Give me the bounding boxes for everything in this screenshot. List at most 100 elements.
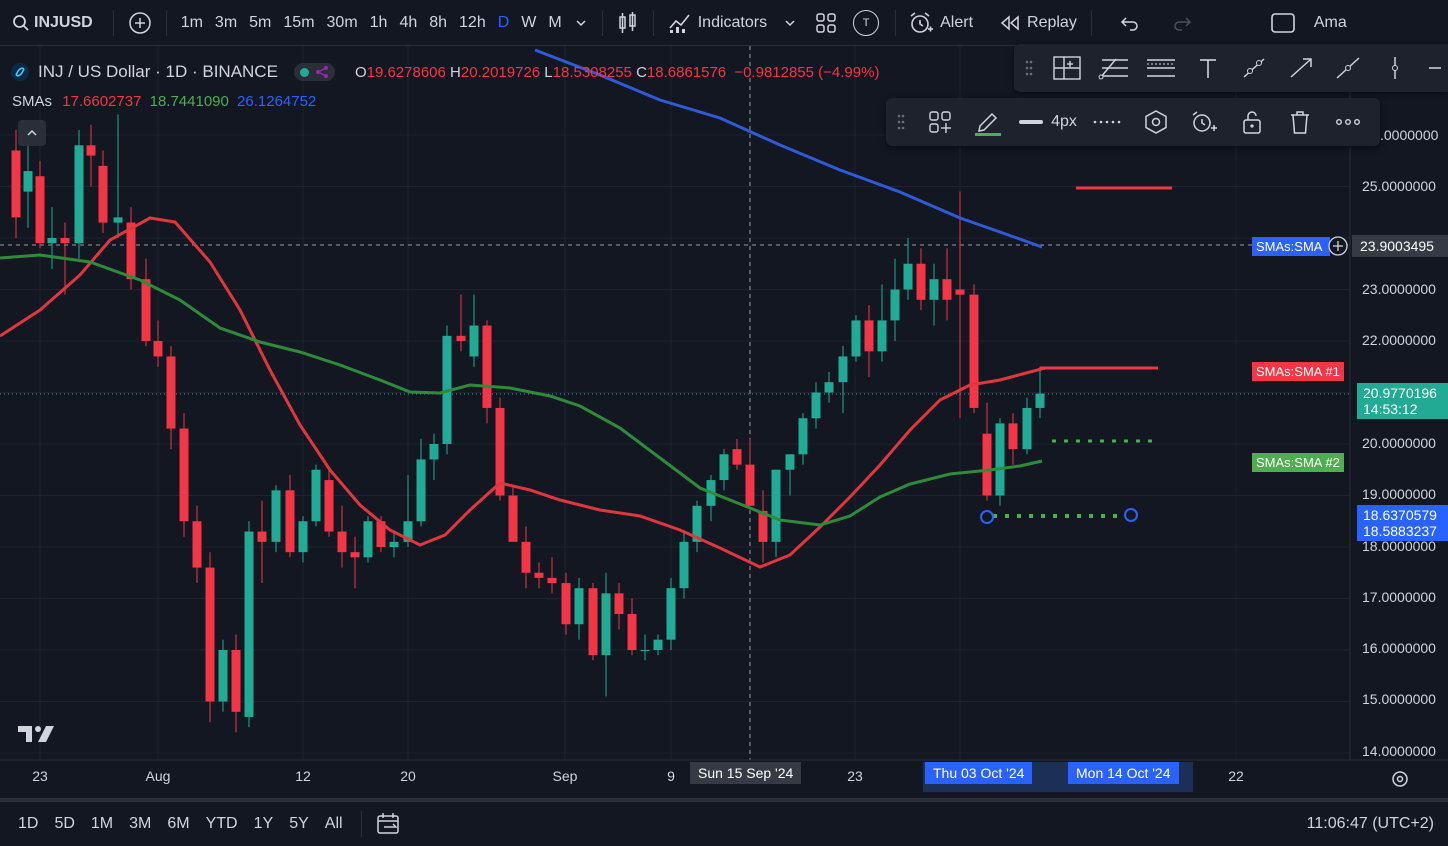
range-All[interactable]: All (324, 815, 343, 832)
lock-icon[interactable] (1228, 100, 1276, 144)
line-width-button[interactable]: 4px (1012, 100, 1084, 144)
horizontal-line-icon[interactable] (1419, 46, 1448, 90)
price-axis-label: 22.0000000 (1362, 332, 1436, 348)
candle-body (824, 382, 834, 393)
clock-timezone[interactable]: 11:06:47 (UTC+2) (1306, 815, 1434, 832)
price-chart[interactable] (0, 46, 1448, 798)
layouts-grid-icon[interactable] (815, 12, 837, 34)
undo-icon[interactable] (1120, 14, 1140, 32)
timeframe-D[interactable]: D (497, 13, 510, 31)
redo-icon[interactable] (1172, 14, 1192, 32)
price-axis-label: 18.0000000 (1362, 538, 1436, 554)
time-axis-label: 9 (667, 768, 675, 784)
drawing-start-date: Thu 03 Oct '24 (925, 762, 1033, 784)
candle-body (640, 650, 650, 651)
candle-body (35, 176, 45, 244)
time-axis-label: 20 (400, 768, 416, 784)
fib-retracement-icon[interactable] (1090, 46, 1137, 90)
arrow-tool-icon[interactable] (1278, 46, 1325, 90)
candle-body (1008, 423, 1018, 450)
replay-button[interactable]: Replay (999, 0, 1077, 46)
timeframe-4h[interactable]: 4h (399, 13, 418, 31)
range-YTD[interactable]: YTD (205, 815, 238, 832)
trend-line-icon[interactable] (1231, 46, 1278, 90)
template-badge[interactable]: T (853, 9, 880, 36)
drawing-end-date: Mon 14 Oct '24 (1068, 762, 1179, 784)
candle-body (601, 593, 611, 656)
indicators-button[interactable]: Indicators (668, 0, 767, 46)
fullscreen-square-icon[interactable] (1270, 12, 1296, 34)
more-options-icon[interactable] (1324, 100, 1372, 144)
templates-grid-icon[interactable] (916, 100, 964, 144)
range-1Y[interactable]: 1Y (253, 815, 274, 832)
timeframe-1h[interactable]: 1h (369, 13, 388, 31)
range-5D[interactable]: 5D (54, 815, 75, 832)
price-axis-label: 19.0000000 (1362, 486, 1436, 502)
candle-body (561, 583, 571, 625)
sma-green-tag: SMAs:SMA #2 (1252, 453, 1344, 472)
candle-body (113, 217, 123, 223)
candle-type-icon[interactable] (617, 11, 639, 35)
text-tool-icon[interactable] (1184, 46, 1231, 90)
vertical-line-icon[interactable] (1372, 46, 1419, 90)
timeframe-30m[interactable]: 30m (326, 13, 358, 31)
line-style-dotted-icon[interactable] (1084, 100, 1132, 144)
drag-handle-icon[interactable] (886, 100, 916, 144)
candle-body (508, 495, 518, 542)
line-color-pencil-icon[interactable] (964, 100, 1012, 144)
timeframe-12h[interactable]: 12h (459, 13, 486, 31)
top-toolbar: INJUSD 1m 3m 5m 15m 30m 1h 4h 8h 12h D W M Indicato… (0, 0, 1448, 46)
candle-body (679, 541, 689, 589)
legend-collapse-button[interactable] (18, 120, 46, 146)
sma-red-tag: SMAs:SMA #1 (1252, 362, 1344, 381)
timeframe-8h[interactable]: 8h (429, 13, 448, 31)
account-name-truncated[interactable]: Ama (1313, 13, 1347, 31)
add-plus-circle-icon[interactable] (1327, 235, 1349, 257)
range-3M[interactable]: 3M (129, 815, 152, 832)
candle-body (11, 150, 21, 218)
timeframe-list: 1m 3m 5m 15m 30m 1h 4h 8h 12h D W M (175, 0, 568, 46)
range-1D[interactable]: 1D (18, 815, 39, 832)
candle-body (574, 588, 584, 625)
trash-icon[interactable] (1276, 100, 1324, 144)
symbol-legend: INJ / US Dollar · 1D · BINANCE O19.62786… (10, 62, 879, 82)
candle-body (929, 279, 939, 300)
timeframe-M[interactable]: M (548, 13, 562, 31)
tradingview-logo-icon[interactable] (16, 722, 56, 746)
sma3-value: 26.1264752 (237, 93, 317, 110)
candle-body (785, 454, 795, 470)
go-to-date-calendar-icon[interactable] (376, 812, 402, 836)
timeframe-1m[interactable]: 1m (180, 13, 203, 31)
timeframe-W[interactable]: W (521, 13, 537, 31)
compare-add-icon[interactable] (128, 11, 152, 35)
alert-button[interactable]: Alert (908, 0, 973, 46)
time-axis-label: Aug (145, 768, 171, 784)
candle-body (363, 521, 373, 558)
chevron-down-icon[interactable] (783, 16, 797, 30)
chart-settings-gear-icon[interactable] (1390, 769, 1410, 789)
range-5Y[interactable]: 5Y (289, 815, 309, 832)
timeframe-5m[interactable]: 5m (249, 13, 272, 31)
add-alert-icon[interactable] (1180, 100, 1228, 144)
candle-body (521, 541, 531, 573)
price-axis-label: 14.0000000 (1362, 743, 1436, 759)
settings-hexagon-icon[interactable] (1132, 100, 1180, 144)
ray-line-icon[interactable] (1325, 46, 1372, 90)
timeframe-3m[interactable]: 3m (214, 13, 238, 31)
range-1M[interactable]: 1M (90, 815, 114, 832)
timeframe-15m[interactable]: 15m (283, 13, 315, 31)
range-6M[interactable]: 6M (167, 815, 190, 832)
long-position-icon[interactable] (1043, 46, 1090, 90)
price-axis-label: 17.0000000 (1362, 589, 1436, 605)
market-status-badge[interactable] (293, 63, 335, 81)
time-axis-label: 23 (32, 768, 48, 784)
chevron-down-icon[interactable] (574, 16, 588, 30)
line-width-label: 4px (1051, 113, 1077, 130)
sma-legend-label: SMAs (12, 93, 53, 110)
drag-handle-icon[interactable] (1014, 46, 1043, 90)
parallel-channel-icon[interactable] (1137, 46, 1184, 90)
symbol-search[interactable]: INJUSD (0, 0, 93, 46)
candle-body (376, 521, 386, 547)
candle-body (298, 521, 308, 553)
crosshair-price-label: 23.9003495 (1352, 235, 1448, 257)
